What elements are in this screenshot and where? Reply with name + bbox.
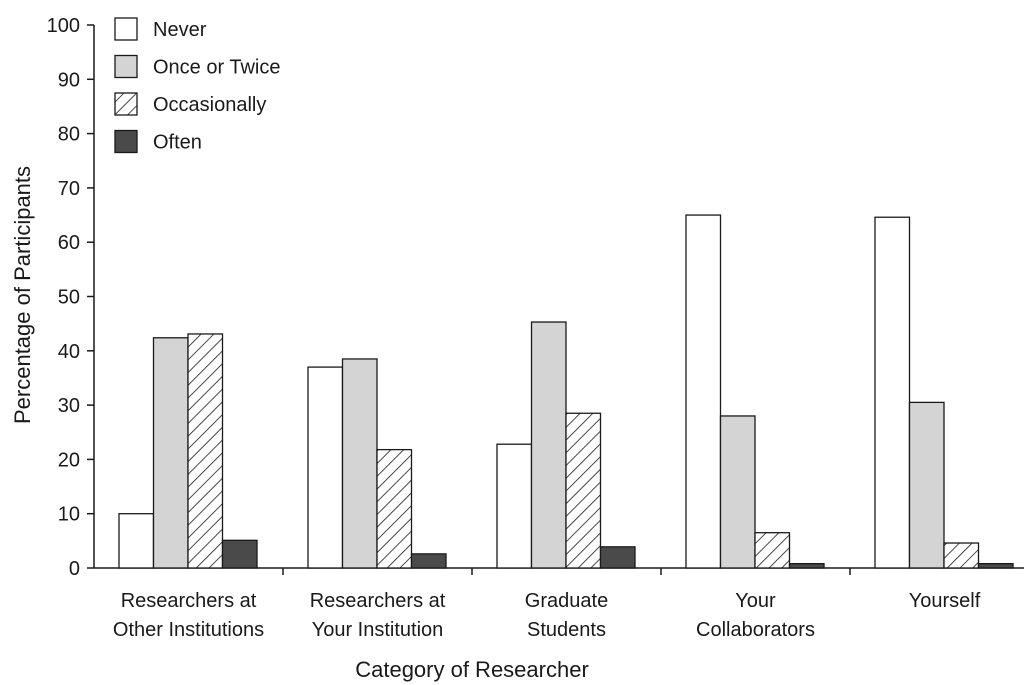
bar-occasionally — [943, 542, 980, 569]
bar-never — [874, 216, 911, 569]
legend-label: Occasionally — [153, 94, 266, 116]
bar-once-or-twice — [152, 337, 189, 569]
y-tick-label: 20 — [58, 449, 80, 471]
bar-occasionally — [754, 532, 791, 569]
y-tick-label: 90 — [58, 69, 80, 91]
category-label: Other Institutions — [113, 619, 264, 641]
y-axis-title: Percentage of Participants — [10, 166, 35, 424]
bar-often — [977, 563, 1014, 569]
bar-once-or-twice — [719, 415, 756, 569]
category-label: Researchers at — [310, 590, 446, 612]
y-tick-label: 60 — [58, 232, 80, 254]
bar-occasionally — [565, 412, 602, 569]
category-label: Your — [735, 590, 776, 612]
bar-often — [410, 553, 447, 569]
legend-swatch — [114, 129, 138, 154]
bar-never — [118, 513, 155, 569]
y-tick-label: 40 — [58, 341, 80, 363]
x-axis-title: Category of Researcher — [355, 657, 589, 682]
bar-occasionally — [376, 448, 413, 569]
bar-never — [496, 443, 533, 569]
bar-once-or-twice — [908, 401, 945, 569]
y-tick-label: 10 — [58, 504, 80, 526]
bar-once-or-twice — [341, 358, 378, 569]
y-tick-label: 30 — [58, 395, 80, 417]
y-tick-label: 0 — [69, 558, 80, 580]
category-label: Students — [527, 619, 606, 641]
bar-often — [788, 563, 825, 569]
x-axis: Researchers at Other Institutions Research… — [94, 567, 1024, 641]
y-tick-label: 100 — [47, 15, 80, 37]
legend-label: Never — [153, 19, 207, 41]
y-tick-label: 70 — [58, 178, 80, 200]
legend-swatch — [114, 17, 138, 41]
bar-often — [221, 539, 258, 569]
bar-never — [307, 366, 344, 569]
legend-label: Often — [153, 132, 202, 154]
bars — [118, 214, 1014, 569]
y-tick-label: 80 — [58, 124, 80, 146]
category-label: Your Institution — [312, 619, 444, 641]
legend-swatch — [114, 92, 138, 116]
legend-swatch — [114, 54, 138, 79]
category-label: Graduate — [525, 590, 608, 612]
category-label: Yourself — [909, 590, 981, 612]
y-tick-label: 50 — [58, 287, 80, 309]
bar-never — [685, 214, 722, 569]
bar-often — [599, 546, 636, 569]
legend: Never Once or Twice Occasionally Often — [114, 17, 280, 154]
category-label: Researchers at — [121, 590, 257, 612]
bar-once-or-twice — [530, 321, 567, 569]
category-label: Collaborators — [696, 619, 815, 641]
bar-occasionally — [187, 333, 224, 569]
legend-label: Once or Twice — [153, 57, 280, 79]
y-axis: 0 10 20 30 40 50 60 70 80 90 100 — [47, 15, 95, 580]
